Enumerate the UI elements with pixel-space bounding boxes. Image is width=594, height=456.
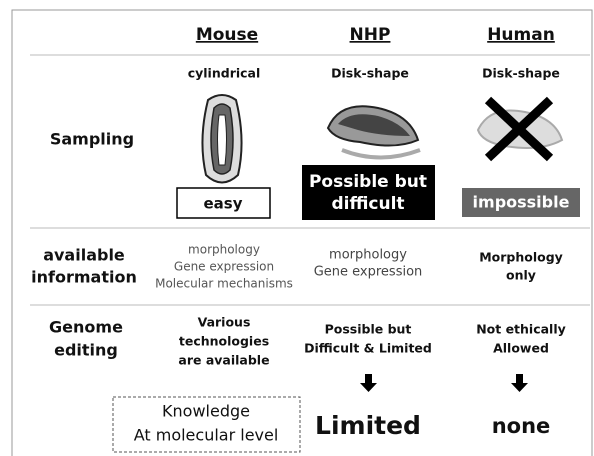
row-label: Genome xyxy=(49,318,123,337)
row-label: available xyxy=(43,246,125,265)
conclusion-text: none xyxy=(492,414,551,438)
cell-text: Allowed xyxy=(493,341,549,356)
mouse-embryo-icon xyxy=(201,94,243,184)
conclusion-box xyxy=(112,396,301,453)
conclusion-text: At molecular level xyxy=(134,426,279,445)
cell-text: morphology xyxy=(188,243,260,257)
cell-text: only xyxy=(506,268,536,283)
down-arrow xyxy=(511,374,528,392)
outcome-text: easy xyxy=(203,195,242,213)
cell-text: Not ethically xyxy=(476,322,566,337)
conclusion-text: Knowledge xyxy=(162,402,250,421)
cell-text: morphology xyxy=(329,248,407,263)
column-header: Mouse xyxy=(196,25,258,45)
nhp-embryo-icon xyxy=(326,105,421,160)
cell-text: Gene expression xyxy=(314,265,423,280)
down-arrow xyxy=(360,374,377,392)
frame xyxy=(11,9,593,456)
outcome-box xyxy=(176,187,271,219)
row-label: Sampling xyxy=(50,130,134,149)
cell-text: Gene expression xyxy=(174,260,274,274)
outcome-text: Possible but xyxy=(309,172,427,192)
cell-text: are available xyxy=(178,353,269,368)
outcome-text: difficult xyxy=(331,194,404,214)
cell-text: Difficult & Limited xyxy=(304,341,432,356)
outcome-box xyxy=(302,165,435,220)
cell-text: Morphology xyxy=(479,250,563,265)
conclusion-text: Limited xyxy=(315,411,421,440)
column-header: Human xyxy=(487,25,555,45)
cell-text: Molecular mechanisms xyxy=(155,277,293,291)
cell-text: Various xyxy=(198,315,251,330)
outcome-box xyxy=(462,188,580,217)
human-embryo-icon xyxy=(476,96,564,162)
shape-label: Disk-shape xyxy=(331,66,409,81)
cell-text: technologies xyxy=(179,334,269,349)
outcome-text: impossible xyxy=(473,193,570,212)
row-label: editing xyxy=(54,341,118,360)
shape-label: Disk-shape xyxy=(482,66,560,81)
row-label: information xyxy=(31,268,137,287)
shape-label: cylindrical xyxy=(188,66,261,81)
column-header: NHP xyxy=(350,25,391,45)
cell-text: Possible but xyxy=(325,322,412,337)
